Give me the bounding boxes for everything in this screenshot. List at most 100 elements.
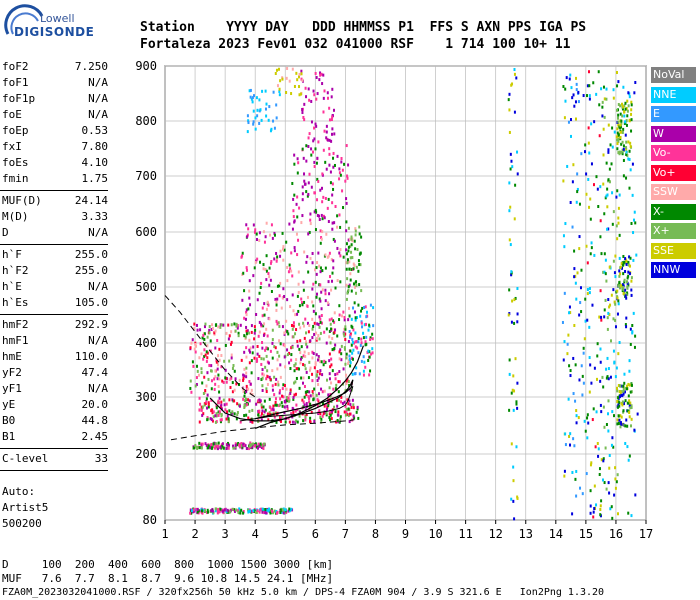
echo-point bbox=[304, 354, 307, 358]
echo-point bbox=[276, 284, 279, 288]
echo-point bbox=[261, 372, 264, 376]
echo-point bbox=[345, 407, 348, 411]
echo-point bbox=[316, 156, 319, 160]
echo-point bbox=[264, 508, 267, 512]
echo-point bbox=[621, 266, 624, 270]
echo-point bbox=[326, 96, 329, 100]
echo-point bbox=[338, 398, 341, 402]
echo-point bbox=[250, 371, 253, 375]
echo-point bbox=[327, 402, 330, 406]
echo-point bbox=[211, 411, 214, 415]
echo-point bbox=[321, 82, 324, 86]
echo-point bbox=[258, 330, 261, 334]
echo-point bbox=[285, 329, 288, 333]
echo-point bbox=[196, 369, 199, 373]
echo-point bbox=[231, 398, 234, 402]
echo-point bbox=[200, 446, 203, 450]
echo-point bbox=[511, 388, 514, 392]
echo-point bbox=[611, 145, 614, 149]
echo-point bbox=[292, 215, 295, 219]
echo-point bbox=[606, 356, 609, 360]
echo-point bbox=[331, 87, 334, 91]
echo-point bbox=[603, 97, 606, 101]
echo-point bbox=[626, 153, 629, 157]
echo-point bbox=[628, 186, 631, 190]
echo-point bbox=[623, 104, 626, 108]
echo-point bbox=[305, 95, 308, 99]
echo-point bbox=[622, 284, 625, 288]
echo-point bbox=[298, 322, 301, 326]
scaling-value: 2.45 bbox=[81, 430, 109, 443]
echo-point bbox=[306, 345, 309, 349]
echo-point bbox=[338, 370, 341, 374]
echo-point bbox=[221, 442, 224, 446]
echo-point bbox=[233, 322, 236, 326]
echo-point bbox=[235, 324, 238, 328]
echo-point bbox=[367, 349, 370, 353]
echo-point bbox=[250, 324, 253, 328]
echo-point bbox=[294, 409, 297, 413]
echo-point bbox=[624, 120, 627, 124]
echo-point bbox=[510, 497, 513, 501]
echo-point bbox=[314, 228, 317, 232]
echo-point bbox=[304, 317, 307, 321]
echo-point bbox=[596, 442, 599, 446]
echo-point bbox=[296, 195, 299, 199]
echo-point bbox=[515, 402, 518, 406]
echo-point bbox=[266, 334, 269, 338]
echo-point bbox=[582, 351, 585, 355]
echo-point bbox=[214, 323, 217, 327]
echo-point bbox=[326, 138, 329, 142]
echo-point bbox=[303, 384, 306, 388]
echo-point bbox=[515, 76, 518, 80]
echo-point bbox=[578, 378, 581, 382]
logo-text-lowell: Lowell bbox=[40, 12, 75, 25]
scaling-row: fmin 1.75 bbox=[2, 172, 108, 188]
echo-point bbox=[217, 325, 220, 329]
echo-point bbox=[347, 249, 350, 253]
echo-point bbox=[612, 210, 615, 214]
echo-point bbox=[258, 510, 261, 514]
echo-point bbox=[589, 463, 592, 467]
echo-point bbox=[207, 377, 210, 381]
echo-point bbox=[302, 400, 305, 404]
echo-point bbox=[323, 359, 326, 363]
echo-point bbox=[214, 382, 217, 386]
echo-point bbox=[359, 263, 362, 267]
echo-point bbox=[601, 375, 604, 379]
muf-row: MUF 7.6 7.7 8.1 8.7 9.6 10.8 14.5 24.1 [… bbox=[2, 572, 334, 585]
echo-point bbox=[198, 420, 201, 424]
echo-point bbox=[279, 363, 282, 367]
echo-point bbox=[344, 362, 347, 366]
echo-point bbox=[308, 405, 311, 409]
echo-point bbox=[245, 388, 248, 392]
echo-point bbox=[622, 292, 625, 296]
echo-point bbox=[612, 349, 615, 353]
echo-point bbox=[354, 345, 357, 349]
echo-point bbox=[628, 404, 631, 408]
echo-point bbox=[262, 414, 265, 418]
echo-point bbox=[308, 390, 311, 394]
echo-point bbox=[357, 340, 360, 344]
echo-point bbox=[338, 213, 341, 217]
echo-point bbox=[357, 416, 360, 420]
echo-point bbox=[619, 421, 622, 425]
echo-point bbox=[514, 296, 517, 300]
echo-point bbox=[191, 338, 194, 342]
echo-point bbox=[307, 192, 310, 196]
echo-point bbox=[315, 295, 318, 299]
legend-item-noval: NoVal bbox=[651, 67, 696, 83]
echo-point bbox=[286, 407, 289, 411]
x-tick-label: 9 bbox=[402, 527, 409, 541]
echo-point bbox=[311, 356, 314, 360]
legend-item-x: X+ bbox=[651, 223, 696, 239]
echo-point bbox=[302, 280, 305, 284]
echo-point bbox=[316, 198, 319, 202]
echo-point bbox=[354, 372, 357, 376]
echo-point bbox=[189, 386, 192, 390]
echo-point bbox=[617, 102, 620, 106]
echo-point bbox=[287, 509, 290, 513]
echo-point bbox=[599, 235, 602, 239]
echo-point bbox=[298, 304, 301, 308]
echo-point bbox=[275, 319, 278, 323]
